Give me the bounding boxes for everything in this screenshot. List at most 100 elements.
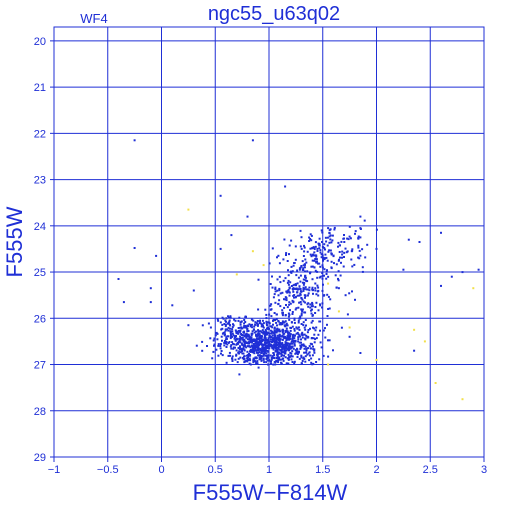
data-point [292,341,295,344]
data-point [301,308,304,311]
data-point [302,288,305,291]
data-point [266,341,269,344]
data-point [329,249,332,252]
data-point [244,316,247,319]
data-point [313,248,316,250]
data-point [276,324,278,327]
data-point [235,273,238,276]
data-point [319,304,322,307]
data-point [294,287,296,290]
data-point [311,259,314,262]
data-point [302,324,305,327]
data-point [254,342,257,345]
data-point [296,288,299,291]
data-point [267,350,270,353]
data-point [246,357,249,360]
data-point [249,359,252,362]
data-point [300,333,303,335]
data-point [275,348,278,351]
data-point [278,348,281,351]
y-tick-label: 21 [34,82,46,94]
data-point [300,265,303,268]
data-point [295,284,297,287]
data-point [276,278,279,281]
data-point [230,333,232,336]
data-point [284,298,287,301]
data-point [298,317,301,320]
data-point [342,265,345,268]
data-point [265,317,268,320]
data-point [287,312,290,315]
data-point [284,185,287,188]
data-point [310,321,313,324]
data-point [227,321,230,324]
data-point [246,330,249,333]
data-point [284,341,287,344]
x-tick-label: 0.5 [208,464,223,476]
data-point [262,358,265,361]
x-tick-label: 1 [266,464,272,476]
data-point [268,359,271,362]
data-point [239,341,242,344]
data-point [271,344,274,347]
data-point [274,337,277,339]
data-point [261,319,264,322]
data-point [297,340,300,343]
data-point [335,286,338,289]
data-point [289,309,291,312]
data-point [291,335,294,338]
data-point [233,337,236,340]
data-point [304,258,307,261]
data-point [256,324,259,327]
data-point [299,274,302,277]
data-point [249,354,251,356]
data-point [231,328,234,331]
data-point [328,235,331,238]
y-tick-label: 20 [34,36,46,48]
data-point [327,308,330,310]
data-point [303,333,306,336]
data-point [291,299,294,302]
data-point [263,352,266,355]
data-point [286,290,289,293]
data-point [310,234,313,237]
data-point [326,315,329,317]
data-point [317,333,320,336]
data-point [279,281,282,284]
data-point [287,331,290,334]
data-point [321,277,324,280]
data-point [297,351,300,354]
data-point [266,356,269,359]
data-point [258,336,261,339]
data-point [329,238,332,241]
data-point [272,348,275,351]
data-point [341,256,343,259]
data-point [278,356,280,359]
data-point [375,358,378,361]
y-tick-label: 25 [34,267,46,279]
data-point [413,328,416,331]
data-point [346,313,349,316]
data-point [231,357,233,360]
data-point [273,338,276,341]
data-point [348,235,351,238]
data-point [326,323,328,326]
data-point [304,276,307,278]
data-point [312,326,314,329]
x-axis-label: F555W−F814W [193,480,348,505]
data-point [270,360,272,363]
data-point [302,321,305,324]
y-tick-label: 23 [34,175,46,187]
data-point [300,247,303,250]
data-point [324,327,326,330]
data-point [223,341,226,344]
data-point [293,337,296,340]
data-point [293,328,296,330]
data-point [281,309,284,312]
data-point [257,334,260,337]
data-point [351,290,353,293]
data-point [292,347,295,350]
data-point [274,331,277,334]
data-point [292,287,295,290]
data-point [249,346,252,349]
